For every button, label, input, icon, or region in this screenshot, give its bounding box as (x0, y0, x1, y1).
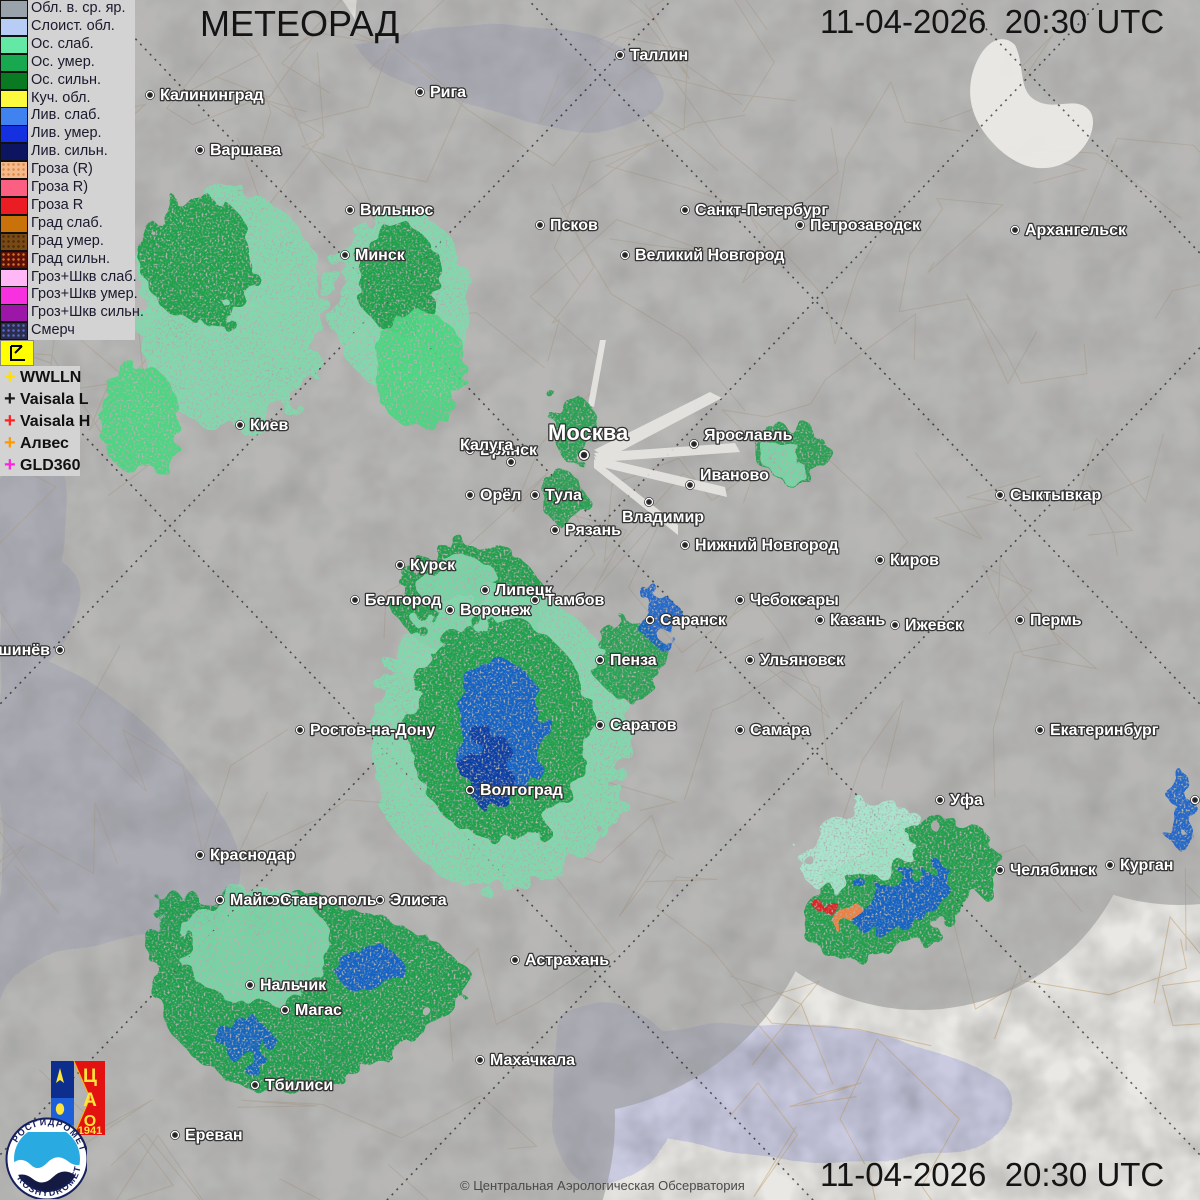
svg-text:Саранск: Саранск (660, 612, 727, 629)
svg-text:Курск: Курск (410, 557, 456, 574)
svg-text:Владимир: Владимир (622, 509, 704, 526)
svg-text:Тбилиси: Тбилиси (265, 1077, 333, 1094)
svg-text:Киров: Киров (890, 552, 939, 569)
svg-text:Челябинск: Челябинск (1010, 862, 1097, 879)
svg-text:Калининград: Калининград (160, 87, 264, 104)
svg-text:Вильнюс: Вильнюс (360, 202, 434, 219)
svg-text:Казань: Казань (830, 612, 885, 629)
svg-text:Великий Новгород: Великий Новгород (635, 247, 784, 264)
svg-text:А: А (83, 1090, 97, 1111)
svg-text:Пермь: Пермь (1030, 612, 1082, 629)
svg-text:Ульяновск: Ульяновск (760, 652, 845, 669)
svg-text:Рига: Рига (430, 84, 466, 101)
svg-text:Кишинёв: Кишинёв (0, 642, 50, 659)
svg-text:Варшава: Варшава (210, 142, 281, 159)
svg-text:Ставрополь: Ставрополь (280, 892, 377, 909)
svg-text:Курган: Курган (1120, 857, 1173, 874)
svg-text:Екатеринбург: Екатеринбург (1050, 722, 1159, 739)
svg-text:Сыктывкар: Сыктывкар (1010, 487, 1101, 504)
svg-text:Таллин: Таллин (630, 47, 688, 64)
svg-text:Иваново: Иваново (700, 467, 769, 484)
svg-text:Элиста: Элиста (390, 892, 447, 909)
svg-text:Киев: Киев (250, 417, 289, 434)
svg-text:Нижний Новгород: Нижний Новгород (695, 537, 838, 554)
svg-text:Астрахань: Астрахань (525, 952, 609, 969)
svg-text:Орёл: Орёл (480, 487, 521, 504)
svg-text:Пенза: Пенза (610, 652, 657, 669)
svg-text:Тула: Тула (545, 487, 582, 504)
svg-text:Белгород: Белгород (365, 592, 441, 609)
svg-text:Махачкала: Махачкала (490, 1052, 575, 1069)
svg-text:Минск: Минск (355, 247, 406, 264)
svg-text:Краснодар: Краснодар (210, 847, 296, 864)
svg-text:Ц: Ц (83, 1066, 97, 1087)
svg-text:Калуга: Калуга (460, 437, 513, 454)
svg-text:Ижевск: Ижевск (905, 617, 964, 634)
svg-text:Ярославль: Ярославль (704, 427, 793, 444)
svg-text:Уфа: Уфа (950, 792, 983, 809)
svg-text:Архангельск: Архангельск (1025, 222, 1127, 239)
svg-text:Рязань: Рязань (565, 522, 621, 539)
svg-text:Волгоград: Волгоград (480, 782, 563, 799)
svg-text:Ростов-на-Дону: Ростов-на-Дону (310, 722, 435, 739)
svg-text:Саратов: Саратов (610, 717, 677, 734)
svg-text:Воронеж: Воронеж (460, 602, 531, 619)
svg-text:Чебоксары: Чебоксары (750, 592, 839, 609)
svg-text:Нальчик: Нальчик (260, 977, 327, 994)
svg-text:Тамбов: Тамбов (545, 592, 605, 609)
svg-text:Санкт-Петербург: Санкт-Петербург (695, 202, 828, 219)
svg-text:Москва: Москва (548, 420, 629, 445)
svg-text:Магас: Магас (295, 1002, 342, 1019)
svg-text:Ереван: Ереван (185, 1127, 243, 1144)
svg-text:Петрозаводск: Петрозаводск (810, 217, 921, 234)
svg-text:Псков: Псков (550, 217, 598, 234)
svg-text:Самара: Самара (750, 722, 810, 739)
